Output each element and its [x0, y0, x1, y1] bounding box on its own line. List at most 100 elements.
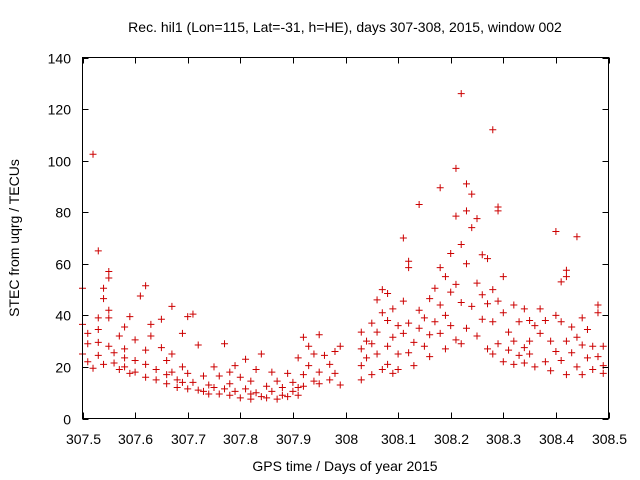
data-point [420, 342, 428, 350]
y-tick-label: 0 [63, 412, 71, 428]
data-point [562, 337, 570, 345]
data-point [136, 292, 144, 300]
data-point [457, 340, 465, 348]
data-point [399, 329, 407, 337]
data-point [278, 384, 286, 392]
data-point [226, 368, 234, 376]
data-point [415, 200, 423, 208]
data-point [552, 347, 560, 355]
data-point [436, 264, 444, 272]
data-point [163, 380, 171, 388]
data-point [247, 377, 255, 385]
data-point [484, 255, 492, 263]
data-point [326, 360, 334, 368]
data-point [110, 359, 118, 367]
x-tick-label: 307.7 [171, 431, 206, 447]
plot-frame [82, 57, 609, 419]
data-point [557, 278, 565, 286]
data-point [121, 354, 129, 362]
data-point [378, 309, 386, 317]
data-point [163, 356, 171, 364]
data-point [384, 317, 392, 325]
data-point [373, 350, 381, 358]
data-point [526, 337, 534, 345]
x-tick-label: 307.6 [118, 431, 153, 447]
data-point [105, 274, 113, 282]
y-tick-label: 60 [55, 257, 71, 273]
data-point [173, 384, 181, 392]
data-point [389, 305, 397, 313]
data-point [399, 297, 407, 305]
data-point [378, 286, 386, 294]
data-point [536, 305, 544, 313]
data-point [294, 354, 302, 362]
data-point [452, 212, 460, 220]
data-point [221, 385, 229, 393]
data-point [215, 372, 223, 380]
data-point [557, 356, 565, 364]
data-point [515, 318, 523, 326]
data-point [599, 362, 607, 370]
data-point [194, 386, 202, 394]
data-point [489, 350, 497, 358]
data-point [410, 338, 418, 346]
data-point [147, 332, 155, 340]
data-point [278, 391, 286, 399]
data-point [426, 353, 434, 361]
data-point [552, 228, 560, 236]
data-point [199, 387, 207, 395]
data-point [84, 329, 92, 337]
data-point [315, 331, 323, 339]
data-point [441, 273, 449, 281]
data-point [489, 286, 497, 294]
data-point [100, 360, 108, 368]
data-point [331, 347, 339, 355]
data-point [84, 340, 92, 348]
data-point [121, 345, 129, 353]
data-point [126, 313, 134, 321]
data-point [89, 150, 97, 158]
data-point [94, 326, 102, 334]
data-point [510, 360, 518, 368]
data-point [484, 345, 492, 353]
data-point [489, 318, 497, 326]
data-point [205, 381, 213, 389]
data-point [489, 126, 497, 134]
data-point [457, 90, 465, 98]
data-point [242, 385, 250, 393]
data-point [189, 378, 197, 386]
data-point [94, 247, 102, 255]
data-point [594, 301, 602, 309]
data-point [505, 328, 513, 336]
data-point [484, 300, 492, 308]
data-point [368, 371, 376, 379]
data-point [368, 340, 376, 348]
data-point [263, 394, 271, 402]
data-point [510, 337, 518, 345]
data-point [142, 360, 150, 368]
x-tick-label: 308.4 [539, 431, 574, 447]
data-point [105, 268, 113, 276]
data-point [447, 288, 455, 296]
data-point [405, 319, 413, 327]
data-point [131, 368, 139, 376]
data-point [457, 298, 465, 306]
x-tick-label: 307.5 [66, 431, 101, 447]
data-point [299, 333, 307, 341]
data-point [520, 344, 528, 352]
data-point [436, 301, 444, 309]
data-point [168, 368, 176, 376]
y-tick-label: 40 [55, 308, 71, 324]
x-tick-label: 308.3 [486, 431, 521, 447]
data-point [499, 273, 507, 281]
data-point [299, 382, 307, 390]
data-point [305, 362, 313, 370]
data-point [394, 366, 402, 374]
axis-ticks: 307.5 307.6 307.7 307.8 307.9 308 308.1 308.2 30… [48, 51, 628, 448]
data-point [363, 354, 371, 362]
data-point [247, 395, 255, 403]
y-tick-label: 80 [55, 205, 71, 221]
data-point [405, 349, 413, 357]
data-point [399, 234, 407, 242]
